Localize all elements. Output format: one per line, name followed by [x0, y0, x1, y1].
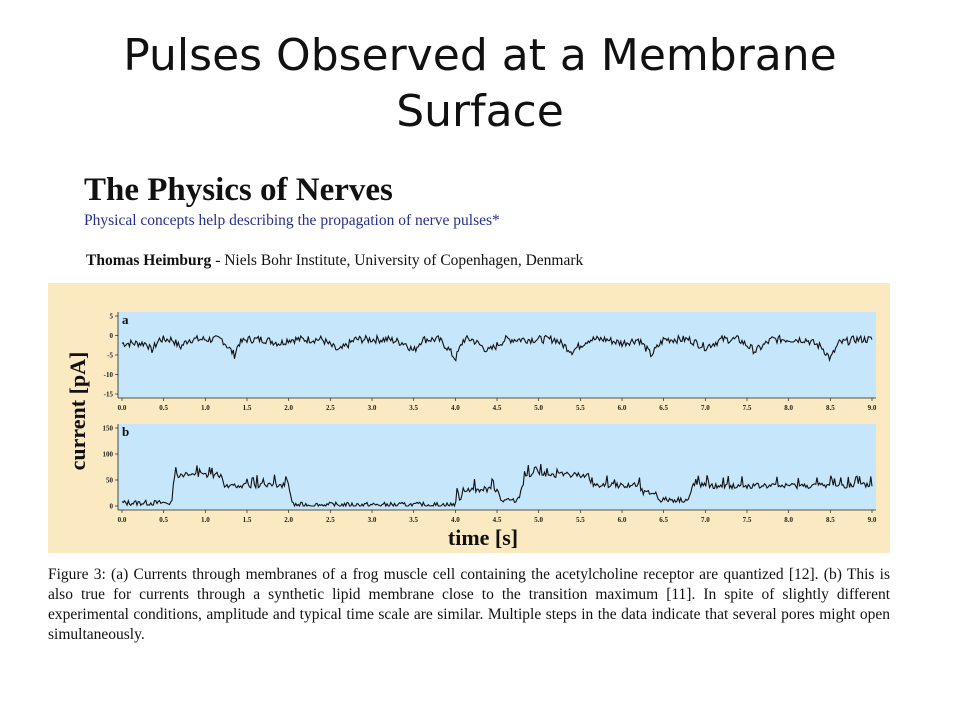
- panel-b-x-tick-label: 5.0: [534, 516, 543, 524]
- panel-b-x-tick-label: 7.0: [701, 516, 710, 524]
- y-axis-label: current [pA]: [65, 352, 90, 471]
- panel-b-trace: [121, 464, 873, 508]
- panel-a-x-tick-label: 2.5: [326, 404, 335, 412]
- panel-b-x-tick-label: 2.5: [326, 516, 335, 524]
- panel-a-background: [118, 312, 876, 398]
- figure-caption: Figure 3: (a) Currents through membranes…: [48, 566, 890, 643]
- panel-b-y-tick-label: 0: [110, 503, 114, 511]
- panel-a-x-tick-label: 5.0: [534, 404, 543, 412]
- panel-a-x-tick-label: 4.0: [451, 404, 460, 412]
- paper-author: Thomas Heimburg - Niels Bohr Institute, …: [86, 252, 583, 270]
- panel-a-label: a: [122, 312, 129, 327]
- panel-a-x-tick-label: 1.0: [201, 404, 210, 412]
- panel-a-y-tick-label: 0: [110, 332, 114, 340]
- slide-title: Pulses Observed at a Membrane Surface: [123, 30, 837, 137]
- panel-a-x-tick-label: 9.0: [868, 404, 877, 412]
- figure-panel: a b current [pA] time [s] 0.0 0.5 1.0 1.5 2.…: [48, 283, 890, 553]
- panel-b-y-tick-label: 150: [103, 425, 114, 433]
- panel-a-x-tick-label: 7.0: [701, 404, 710, 412]
- panel-a-x-tick-label: 6.0: [618, 404, 627, 412]
- figure-chart: a b current [pA] time [s] 0.0 0.5 1.0 1.5 2.…: [65, 312, 877, 550]
- panel-a-x-tick-label: 3.0: [368, 404, 377, 412]
- panel-b-x-tick-label: 7.5: [743, 516, 752, 524]
- panel-b-x-tick-label: 4.5: [493, 516, 502, 524]
- panel-b-x-tick-label: 0.0: [118, 516, 127, 524]
- panel-a-x-tick-label: 8.0: [784, 404, 793, 412]
- panel-b-x-tick-label: 0.5: [159, 516, 168, 524]
- panel-a-trace: [121, 333, 873, 363]
- panel-b-x-tick-label: 3.5: [409, 516, 418, 524]
- paper-subtitle: Physical concepts help describing the pr…: [84, 212, 500, 229]
- panel-b-x-tick-label: 1.0: [201, 516, 210, 524]
- panel-b-x-tick-label: 6.0: [618, 516, 627, 524]
- panel-a-x-tick-label: 3.5: [409, 404, 418, 412]
- paper-title: The Physics of Nerves: [84, 172, 393, 208]
- panel-b-background: [118, 424, 876, 510]
- panel-b-label: b: [122, 424, 129, 439]
- panel-b-x-tick-label: 4.0: [451, 516, 460, 524]
- panel-b-x-tick-label: 3.0: [368, 516, 377, 524]
- author-name: Thomas Heimburg: [86, 252, 212, 269]
- panel-a-y-tick-label: -15: [104, 391, 114, 399]
- panel-b-x-tick-label: 9.0: [868, 516, 877, 524]
- panel-a-y-tick-label: -10: [104, 371, 114, 379]
- panel-a-x-tick-label: 2.0: [284, 404, 293, 412]
- panel-a-x-tick-label: 6.5: [659, 404, 668, 412]
- panel-a-x-tick-label: 0.0: [118, 404, 127, 412]
- panel-b-x-tick-label: 2.0: [284, 516, 293, 524]
- panel-b-y-tick-label: 50: [106, 477, 114, 485]
- panel-a-x-tick-label: 4.5: [493, 404, 502, 412]
- panel-b-x-tick-label: 8.5: [826, 516, 835, 524]
- panel-b-x-tick-label: 1.5: [243, 516, 252, 524]
- panel-a-y-tick-label: 5: [110, 313, 114, 321]
- panel-a-y-tick-label: -5: [107, 352, 113, 360]
- author-affiliation: - Niels Bohr Institute, University of Co…: [211, 252, 584, 269]
- panel-b-x-tick-label: 8.0: [784, 516, 793, 524]
- panel-a-x-tick-label: 8.5: [826, 404, 835, 412]
- panel-b-y-tick-label: 100: [103, 451, 114, 459]
- panel-b-x-tick-label: 5.5: [576, 516, 585, 524]
- panel-a-x-tick-label: 7.5: [743, 404, 752, 412]
- x-axis-label: time [s]: [448, 525, 518, 550]
- panel-a-x-tick-label: 5.5: [576, 404, 585, 412]
- panel-b-x-tick-label: 6.5: [659, 516, 668, 524]
- panel-a-x-tick-label: 0.5: [159, 404, 168, 412]
- panel-a-x-tick-label: 1.5: [243, 404, 252, 412]
